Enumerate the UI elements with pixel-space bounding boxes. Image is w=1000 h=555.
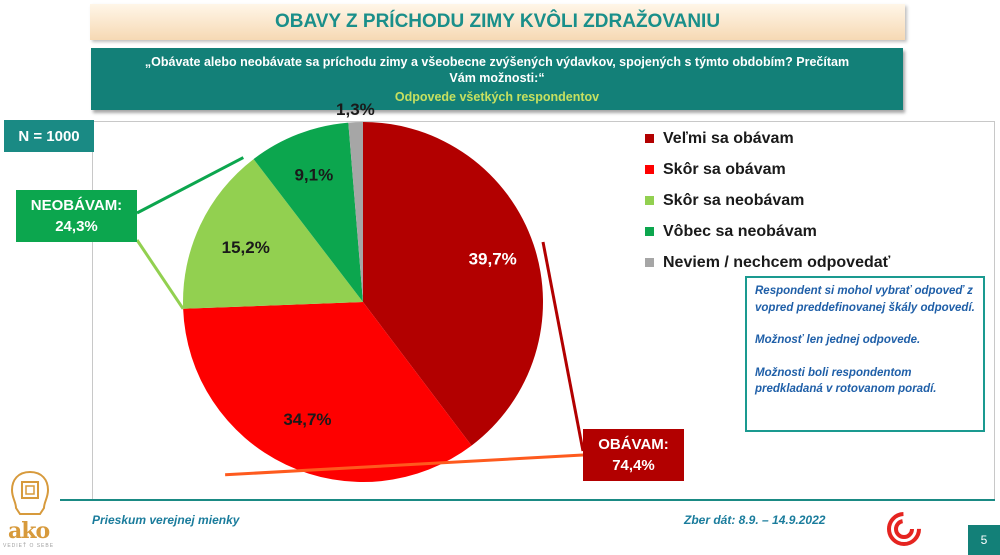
question-text: „Obávate alebo neobávate sa príchodu zim… (144, 55, 850, 85)
logo-text: ako (8, 518, 50, 544)
swirl-logo-icon (887, 512, 921, 546)
methodology-note: Respondent si mohol vybrať odpoveď z vop… (745, 276, 985, 432)
group-obavam-label: OBÁVAM: (598, 436, 669, 453)
group-obavam: OBÁVAM: 74,4% (583, 429, 684, 481)
obavam-connector-top (541, 241, 585, 452)
legend-item-vobec-sa-neobavam: Vôbec sa neobávam (645, 216, 890, 247)
note-paragraph: Respondent si mohol vybrať odpoveď z vop… (755, 285, 975, 314)
legend-item-skor-sa-neobavam: Skôr sa neobávam (645, 185, 890, 216)
pie-label-skor-sa-obavam: 34,7% (283, 410, 331, 429)
pie-label-vobec-sa-neobavam: 9,1% (294, 165, 333, 184)
question-subtitle: Odpovede všetkých respondentov (394, 90, 600, 104)
legend-item-skor-sa-obavam: Skôr sa obávam (645, 154, 890, 185)
legend-item-velmi-sa-obavam: Veľmi sa obávam (645, 123, 890, 154)
page-number: 5 (968, 525, 1000, 555)
question-box: „Obávate alebo neobávate sa príchodu zim… (91, 48, 903, 110)
pie-slice-vobec-sa-neobavam (253, 122, 363, 303)
pie-label-skor-sa-neobavam: 15,2% (222, 238, 270, 257)
pie-slice-skor-sa-neobavam (183, 159, 363, 309)
legend-label: Vôbec sa neobávam (663, 222, 817, 240)
group-obavam-value: 74,4% (612, 457, 655, 474)
legend-swatch (645, 227, 654, 236)
note-paragraph: Možnosť len jednej odpovede. (755, 334, 921, 346)
legend-label: Skôr sa obávam (663, 160, 786, 178)
pie-slice-velmi-sa-obavam (363, 122, 544, 446)
pie-slice-skor-sa-obavam (183, 302, 472, 483)
legend-swatch (645, 165, 654, 174)
legend-swatch (645, 258, 654, 267)
footer-survey-name: Prieskum verejnej mienky (92, 513, 240, 527)
legend-item-neviem: Neviem / nechcem odpovedať (645, 247, 890, 278)
legend-label: Neviem / nechcem odpovedať (663, 253, 891, 271)
sample-size-badge: N = 1000 (4, 120, 94, 152)
page-title: OBAVY Z PRÍCHODU ZIMY KVÔLI ZDRAŽOVANIU (90, 4, 905, 40)
ako-logo-icon (10, 470, 50, 515)
legend-swatch (645, 134, 654, 143)
pie-slice-neviem (348, 122, 363, 302)
group-neobavam-value: 24,3% (55, 218, 98, 235)
neobavam-connector-top (136, 156, 245, 215)
pie-label-neviem: 1,3% (336, 100, 375, 119)
pie-label-velmi-sa-obavam: 39,7% (469, 250, 517, 269)
legend-label: Skôr sa neobávam (663, 191, 805, 209)
footer-data-collection: Zber dát: 8.9. – 14.9.2022 (684, 513, 826, 527)
note-paragraph: Možnosti boli respondentom predkladaná v… (755, 366, 937, 396)
group-neobavam-label: NEOBÁVAM: (30, 197, 123, 214)
neobavam-connector-bottom (135, 239, 185, 310)
chart-legend: Veľmi sa obávam Skôr sa obávam Skôr sa neo… (645, 123, 890, 278)
legend-swatch (645, 196, 654, 205)
logo-tagline: VEDIEŤ O SEBE (3, 543, 55, 549)
group-neobavam: NEOBÁVAM: 24,3% (16, 190, 137, 242)
legend-label: Veľmi sa obávam (663, 129, 794, 147)
footer-divider (60, 499, 995, 501)
obavam-connector-bottom (225, 453, 584, 477)
